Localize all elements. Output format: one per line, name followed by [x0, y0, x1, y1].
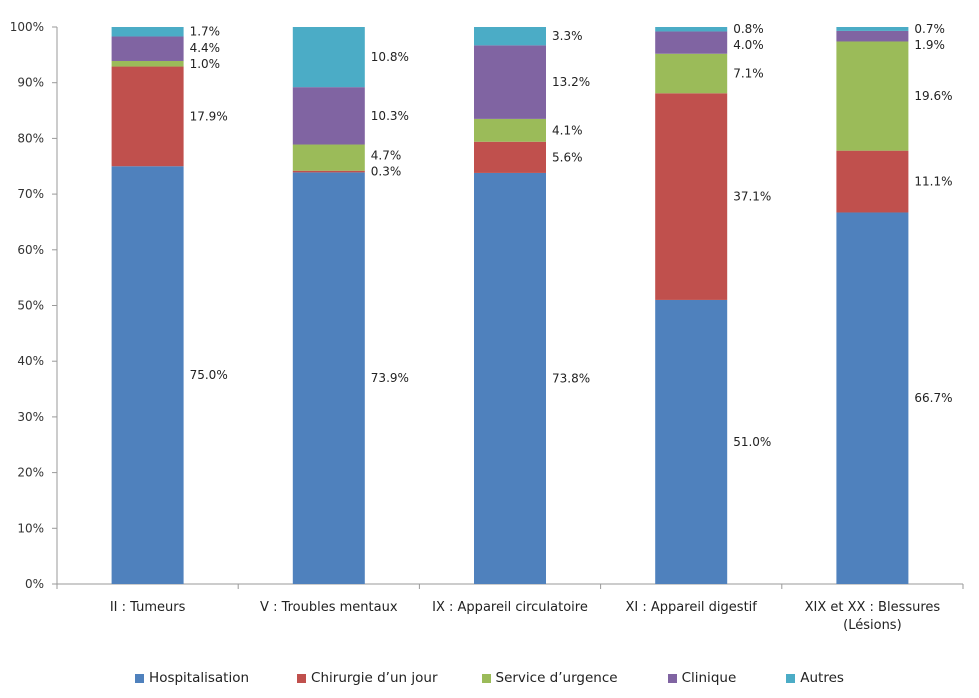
data-label: 7.1% [733, 67, 764, 81]
bar-segment-hospitalisation [836, 212, 909, 584]
x-category-label: V : Troubles mentaux [260, 600, 398, 615]
data-label: 1.7% [190, 25, 221, 39]
data-label: 10.3% [371, 109, 409, 123]
data-label: 75.0% [190, 368, 228, 382]
y-tick-label: 100% [10, 20, 44, 34]
data-label: 19.6% [914, 89, 952, 103]
bar-segment-service-d-urgence [836, 41, 909, 151]
data-label: 5.6% [552, 150, 583, 164]
legend-label: Autres [800, 670, 844, 686]
y-tick-label: 90% [17, 76, 44, 90]
data-label: 51.0% [733, 435, 771, 449]
y-tick-label: 10% [17, 521, 44, 535]
y-tick-label: 40% [17, 354, 44, 368]
legend-swatch [786, 673, 796, 683]
legend-swatch [135, 673, 145, 683]
bar-segment-chirurgie-d-un-jour [655, 93, 728, 300]
data-label: 4.1% [552, 123, 583, 137]
data-label: 0.7% [914, 22, 945, 36]
legend-label: Hospitalisation [149, 670, 250, 686]
bar-segment-autres [292, 27, 365, 88]
bar-segment-chirurgie-d-un-jour [111, 66, 184, 167]
data-label: 11.1% [914, 175, 952, 189]
x-category-label: (Lésions) [843, 618, 902, 633]
legend-item: Chirurgie d’un jour [297, 666, 438, 690]
legend-label: Clinique [681, 670, 737, 686]
y-tick-label: 80% [17, 131, 44, 145]
y-tick-label: 70% [17, 187, 44, 201]
axes: 0% 10% 20% 30% 40% 50% 60% 70% 80% 90% 100% II : Tu… [10, 20, 964, 633]
y-tick-label: 20% [17, 466, 44, 480]
legend-item: Clinique [667, 666, 737, 690]
bar-segment-chirurgie-d-un-jour [474, 141, 546, 173]
bar-segment-chirurgie-d-un-jour [292, 170, 365, 173]
data-label: 66.7% [914, 391, 952, 405]
bar-segment-service-d-urgence [655, 53, 728, 94]
legend-item: Hospitalisation [135, 666, 249, 690]
x-category-label: XI : Appareil digestif [626, 600, 758, 615]
legend-swatch [297, 673, 307, 683]
legend-label: Service d’urgence [495, 670, 618, 686]
bar-segment-autres [655, 27, 728, 32]
y-tick-label: 60% [17, 243, 44, 257]
legend-item: Autres [786, 666, 844, 690]
bar-segment-autres [111, 27, 184, 37]
data-label: 0.8% [733, 22, 764, 36]
data-label: 1.0% [190, 57, 221, 71]
bar-segment-hospitalisation [292, 172, 365, 584]
bar-segment-clinique [474, 45, 546, 119]
x-category-label: XIX et XX : Blessures [805, 600, 941, 615]
bar-segment-hospitalisation [655, 299, 728, 584]
bar-segment-autres [836, 27, 909, 31]
data-label: 37.1% [733, 190, 771, 204]
bar-segment-service-d-urgence [474, 118, 546, 142]
data-label: 73.9% [371, 371, 409, 385]
bar-segment-service-d-urgence [292, 144, 365, 171]
data-label: 3.3% [552, 29, 583, 43]
x-category-label: II : Tumeurs [110, 600, 186, 615]
legend-swatch [667, 673, 677, 683]
bar-segment-chirurgie-d-un-jour [836, 150, 909, 213]
data-label: 13.2% [552, 75, 590, 89]
legend-label: Chirurgie d’un jour [311, 670, 438, 686]
legend: Hospitalisation Chirurgie d’un jour Servic… [0, 666, 979, 690]
bar-segment-hospitalisation [111, 166, 184, 584]
y-tick-label: 50% [17, 299, 44, 313]
y-tick-label: 30% [17, 410, 44, 424]
bar-segment-clinique [655, 31, 728, 54]
data-label: 4.7% [371, 149, 402, 163]
bar-segment-clinique [836, 30, 909, 42]
bar-segment-hospitalisation [474, 172, 546, 584]
bars [111, 27, 909, 584]
y-tick-label: 0% [25, 577, 44, 591]
data-label: 4.4% [190, 41, 221, 55]
x-category-label: IX : Appareil circulatoire [432, 600, 588, 615]
bar-segment-autres [474, 27, 546, 46]
legend-item: Service d’urgence [481, 666, 618, 690]
data-labels: 75.0% 17.9% 1.0% 4.4% 1.7% 73.9% 0.3% 4.7% 10.3%… [190, 22, 953, 449]
legend-swatch [481, 673, 491, 683]
bar-segment-service-d-urgence [111, 60, 184, 67]
bar-segment-clinique [292, 87, 365, 145]
data-label: 1.9% [914, 38, 945, 52]
data-label: 10.8% [371, 50, 409, 64]
bar-segment-clinique [111, 36, 184, 61]
data-label: 73.8% [552, 371, 590, 385]
data-label: 17.9% [190, 109, 228, 123]
data-label: 4.0% [733, 38, 764, 52]
data-label: 0.3% [371, 165, 402, 179]
